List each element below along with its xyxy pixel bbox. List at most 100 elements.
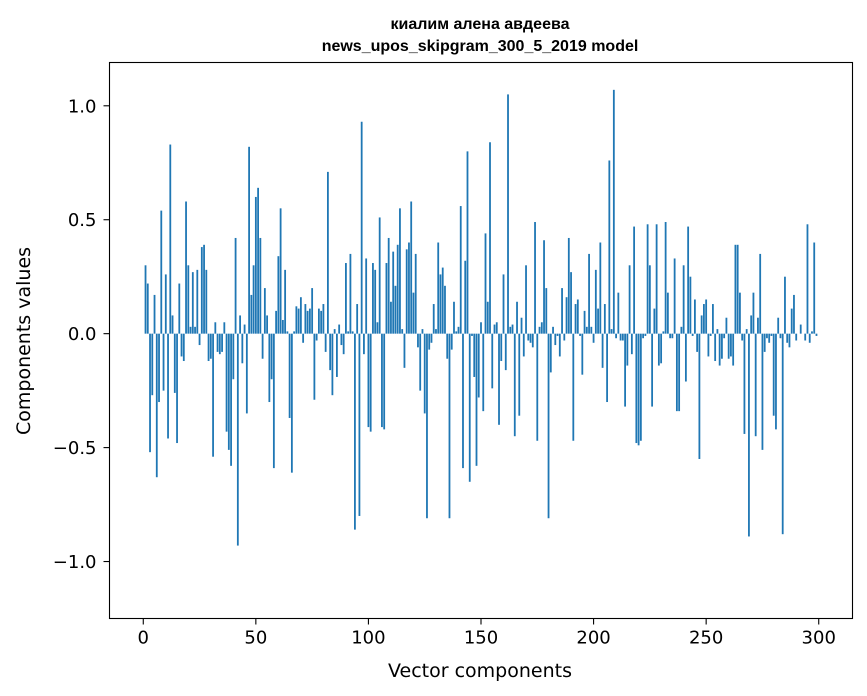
- bar: [144, 265, 147, 334]
- bar: [473, 333, 476, 377]
- bar: [806, 224, 809, 334]
- bar: [221, 333, 223, 352]
- bar: [176, 333, 178, 444]
- bar: [545, 288, 548, 334]
- bar: [498, 333, 500, 425]
- chart-title-line1: киалим алена авдеева: [391, 16, 570, 33]
- bar: [372, 263, 374, 334]
- bar: [509, 326, 512, 334]
- bar: [153, 294, 156, 334]
- bar: [333, 329, 336, 334]
- bar: [570, 272, 572, 334]
- bar: [248, 146, 250, 334]
- bar: [178, 283, 181, 334]
- x-tick-label: 150: [464, 628, 498, 649]
- bar: [374, 269, 377, 334]
- bar: [162, 333, 165, 391]
- bar: [203, 244, 205, 334]
- bar: [763, 333, 766, 352]
- bar: [315, 333, 318, 341]
- bar: [583, 310, 586, 334]
- bar: [671, 333, 674, 339]
- bar: [750, 315, 753, 334]
- x-tick-label: 300: [802, 628, 836, 649]
- bar: [408, 242, 410, 334]
- bar: [610, 329, 613, 334]
- bar: [218, 333, 221, 355]
- bar: [693, 299, 696, 334]
- bar: [293, 331, 296, 334]
- bar: [608, 160, 611, 334]
- bar: [171, 315, 174, 334]
- bar: [383, 333, 386, 430]
- bar: [444, 285, 446, 334]
- y-tick-label: 1.0: [68, 96, 97, 117]
- bar: [358, 333, 361, 516]
- bar: [205, 269, 208, 334]
- bar: [471, 333, 473, 336]
- plot-frame: [108, 61, 854, 620]
- bar: [167, 333, 169, 439]
- y-tick-label: −0.5: [53, 438, 97, 459]
- bar: [290, 333, 293, 473]
- bar: [639, 333, 642, 441]
- bar: [146, 283, 149, 334]
- bar: [739, 292, 741, 334]
- bar: [164, 274, 167, 334]
- bar: [655, 224, 658, 334]
- bar: [698, 333, 701, 459]
- bar: [626, 333, 629, 366]
- bar: [214, 322, 217, 334]
- bar: [182, 333, 185, 362]
- bar: [209, 333, 212, 359]
- bar: [387, 237, 390, 334]
- bar: [317, 308, 320, 334]
- bar: [457, 326, 460, 334]
- bar: [732, 333, 735, 366]
- bar: [666, 292, 669, 334]
- bar: [261, 333, 264, 359]
- bar: [329, 333, 332, 371]
- bar: [669, 333, 672, 339]
- bar: [189, 326, 192, 334]
- bar: [793, 294, 795, 334]
- bar: [768, 333, 771, 343]
- bar: [306, 310, 309, 334]
- bar: [342, 333, 345, 355]
- bar: [459, 206, 462, 334]
- bar: [354, 333, 356, 530]
- bar: [259, 237, 262, 334]
- bar: [216, 333, 219, 352]
- bar: [340, 333, 343, 346]
- bar: [714, 333, 717, 362]
- bar: [295, 306, 298, 334]
- bar: [468, 333, 471, 482]
- x-tick-label: 100: [351, 628, 385, 649]
- y-tick-label: −1.0: [53, 552, 97, 573]
- bar: [781, 333, 784, 535]
- bar: [266, 315, 269, 334]
- bar: [504, 333, 507, 371]
- bar: [536, 333, 539, 441]
- bar: [212, 333, 214, 457]
- bar: [369, 333, 372, 432]
- bar: [324, 333, 327, 352]
- bar: [489, 142, 491, 334]
- bar: [633, 226, 636, 334]
- bar: [227, 333, 230, 450]
- bar: [435, 329, 437, 334]
- bar: [462, 333, 464, 469]
- bar: [574, 304, 577, 334]
- bar: [236, 333, 239, 546]
- bar: [198, 333, 201, 346]
- bar: [520, 317, 523, 334]
- bar: [439, 274, 442, 334]
- bar: [268, 333, 271, 403]
- bar: [284, 269, 287, 334]
- bar: [549, 333, 552, 373]
- bar: [808, 333, 811, 343]
- bar: [180, 333, 183, 357]
- bar: [331, 333, 334, 396]
- bar: [392, 251, 395, 334]
- bar: [565, 297, 568, 334]
